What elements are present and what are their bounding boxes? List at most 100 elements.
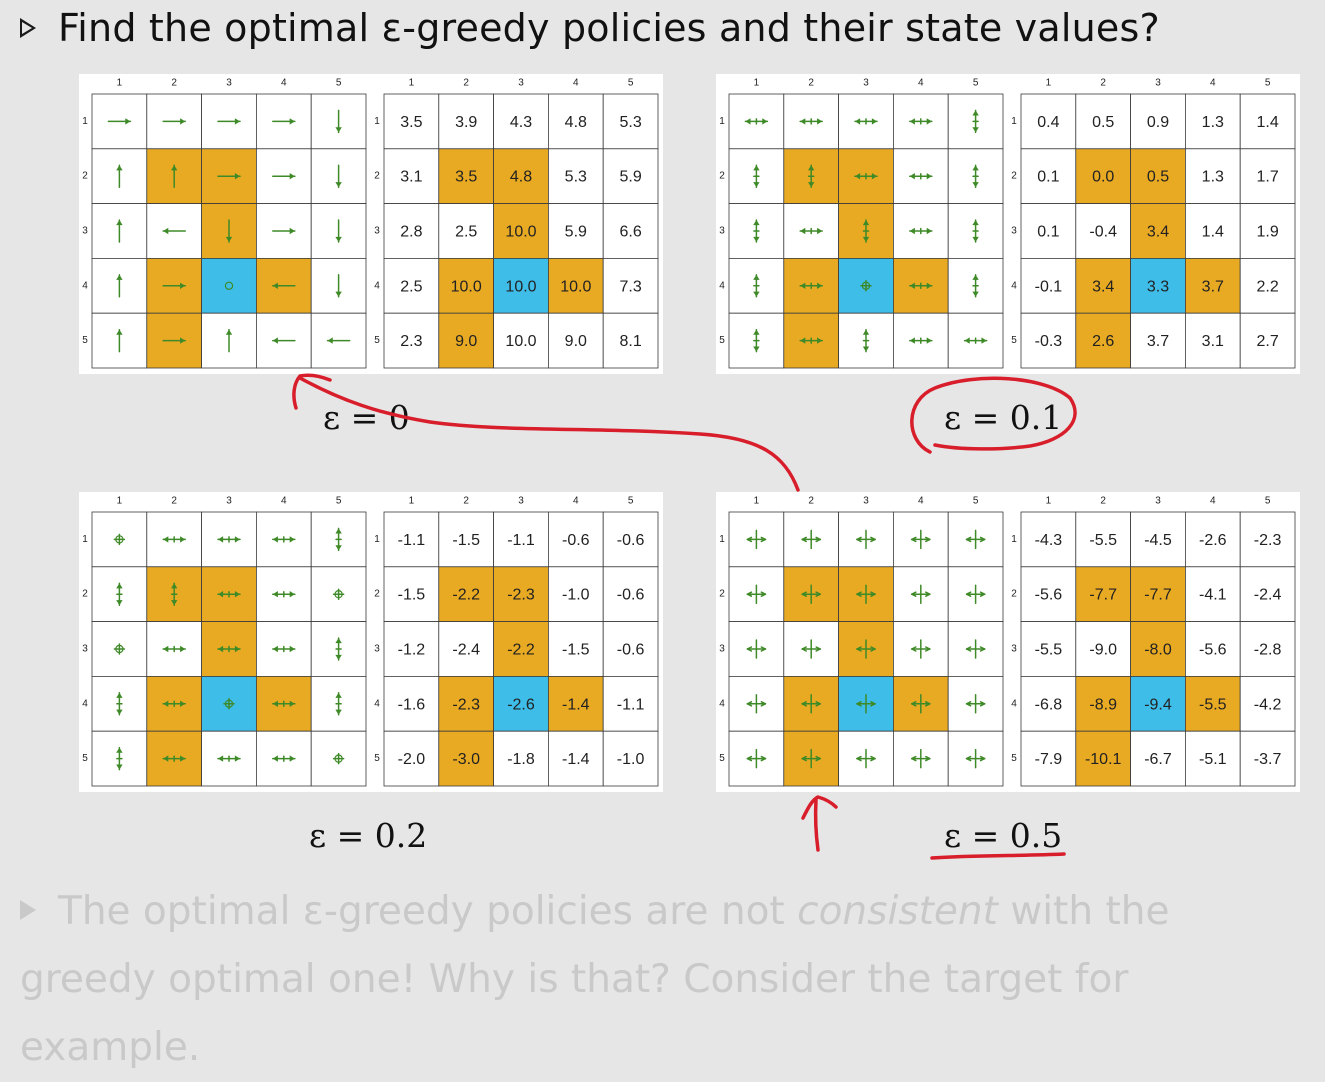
row-label: 4 (1011, 698, 1017, 709)
panel-1-svg: 1 2 3 4 5 1 2 3 4 5 1 2 3 4 5 1 2 3 4 5 0.4 0.5 0.9 1.3 1.4 0.1 0.… (719, 78, 1296, 369)
barb (911, 538, 917, 543)
plus-arrows-icon (911, 584, 931, 604)
value-cell-1-4 (1184, 511, 1241, 568)
arrowhead-r (817, 337, 823, 344)
arrow-up-icon (116, 219, 123, 243)
value-cell-1-5 (602, 93, 659, 150)
state-value: 3.3 (1147, 278, 1169, 295)
column-label: 2 (1100, 78, 1106, 89)
column-label: 5 (973, 78, 979, 89)
barb (815, 648, 821, 652)
state-value: 3.1 (400, 169, 422, 186)
arrowhead-u (116, 747, 123, 753)
barb (746, 538, 753, 543)
arrowhead-r (289, 227, 295, 235)
arrowhead-l (800, 227, 806, 235)
plus-arrows-icon (856, 694, 876, 714)
arrowhead-d (116, 600, 123, 606)
column-label: 2 (463, 78, 469, 89)
state-value: -1.0 (617, 751, 645, 768)
state-value: 1.3 (1202, 114, 1224, 131)
policy-grid: 1 2 3 4 5 1 2 3 4 5 (719, 78, 1004, 369)
arrowhead-r (234, 536, 240, 543)
state-value: -3.7 (1254, 751, 1282, 768)
arrowhead-d (335, 545, 342, 551)
arrowhead-u (116, 274, 123, 280)
value-cell-5-4 (1184, 312, 1241, 369)
plus-arrows-icon (746, 694, 767, 714)
state-value: -1.5 (452, 532, 480, 549)
row-label: 2 (374, 171, 380, 182)
circle-plus-icon (332, 752, 345, 765)
row-label: 1 (1011, 534, 1017, 545)
state-value: 5.9 (565, 224, 587, 241)
state-value: -3.0 (452, 751, 480, 768)
barb (801, 538, 807, 543)
slide-title: Find the optimal ε-greedy policies and t… (58, 6, 1160, 50)
plus-arrows-icon (746, 529, 767, 550)
state-value: -1.4 (562, 751, 590, 768)
circle-plus-icon (860, 280, 872, 292)
arrowhead-u (171, 583, 178, 589)
row-label: 5 (719, 335, 725, 346)
value-cell-5-1 (383, 730, 440, 787)
arrow-right-icon (107, 118, 132, 125)
arrow-up-down-icon (116, 746, 123, 771)
arrowhead-l (327, 337, 333, 344)
state-value: -2.6 (507, 696, 535, 713)
barb (965, 648, 972, 652)
arrowhead-u (972, 274, 979, 280)
row-label: 1 (82, 116, 88, 127)
arrow-up-down-icon (170, 582, 178, 606)
state-value: -2.3 (1254, 532, 1282, 549)
arrowhead-l (163, 755, 169, 762)
plus-arrows-icon (801, 584, 821, 604)
arrowhead-r (289, 536, 295, 543)
plus-arrows-icon (801, 748, 821, 769)
arrow-up-down-icon (335, 527, 342, 552)
arrowhead-d (753, 182, 760, 188)
panel-epsilon-0: 1 2 3 4 5 1 2 3 4 5 1 2 3 4 5 1 2 3 4 5 3.5 3.9 4.3 4.8 5.3 3.1 3.… (79, 74, 663, 374)
column-label: 1 (754, 78, 760, 89)
value-cell-3-1 (383, 203, 440, 259)
arrow-up-down-icon (753, 328, 760, 353)
arrowhead-u (753, 220, 760, 226)
panel-epsilon-0-1: 1 2 3 4 5 1 2 3 4 5 1 2 3 4 5 1 2 3 4 5 0.4 0.5 0.9 1.3 1.4 0.1 0.… (716, 74, 1300, 374)
barb (911, 757, 917, 762)
plus-arrows-icon (856, 529, 876, 550)
arrowhead-r (926, 227, 932, 235)
row-label: 4 (374, 280, 380, 291)
arrow-up-down-icon (972, 219, 979, 243)
state-value: -2.2 (452, 587, 480, 604)
barb (760, 648, 767, 652)
arrowhead-r (871, 173, 877, 180)
policy-cell-5-5 (947, 312, 1004, 369)
barb (815, 703, 821, 707)
arrow-left-right-icon (799, 337, 823, 344)
value-cell-2-3 (493, 566, 549, 623)
stay-circle (224, 281, 234, 290)
plus-arrows-icon (911, 639, 931, 659)
arrow-down-icon (335, 219, 342, 243)
arrow-left-icon (272, 282, 296, 289)
state-value: 3.9 (455, 114, 477, 131)
value-cell-4-4 (547, 675, 604, 732)
barb (856, 703, 862, 707)
arrowhead-d (862, 346, 870, 352)
arrow-right-icon (272, 173, 296, 180)
state-value: -0.6 (617, 587, 645, 604)
arrowhead-r (180, 337, 186, 344)
value-cell-3-1 (1020, 203, 1077, 259)
plus-arrows-icon (965, 529, 986, 550)
arrow-up-down-icon (116, 582, 123, 606)
column-label: 4 (1210, 78, 1216, 89)
value-cell-3-5 (602, 203, 659, 259)
state-value: -1.1 (617, 696, 645, 713)
barb (925, 538, 931, 543)
arrowhead-r (289, 118, 295, 125)
barb (760, 593, 767, 597)
barb (856, 593, 862, 597)
arrow-left-icon (272, 337, 296, 344)
plus-arrows-icon (746, 639, 767, 659)
arrowhead-d (116, 709, 123, 715)
